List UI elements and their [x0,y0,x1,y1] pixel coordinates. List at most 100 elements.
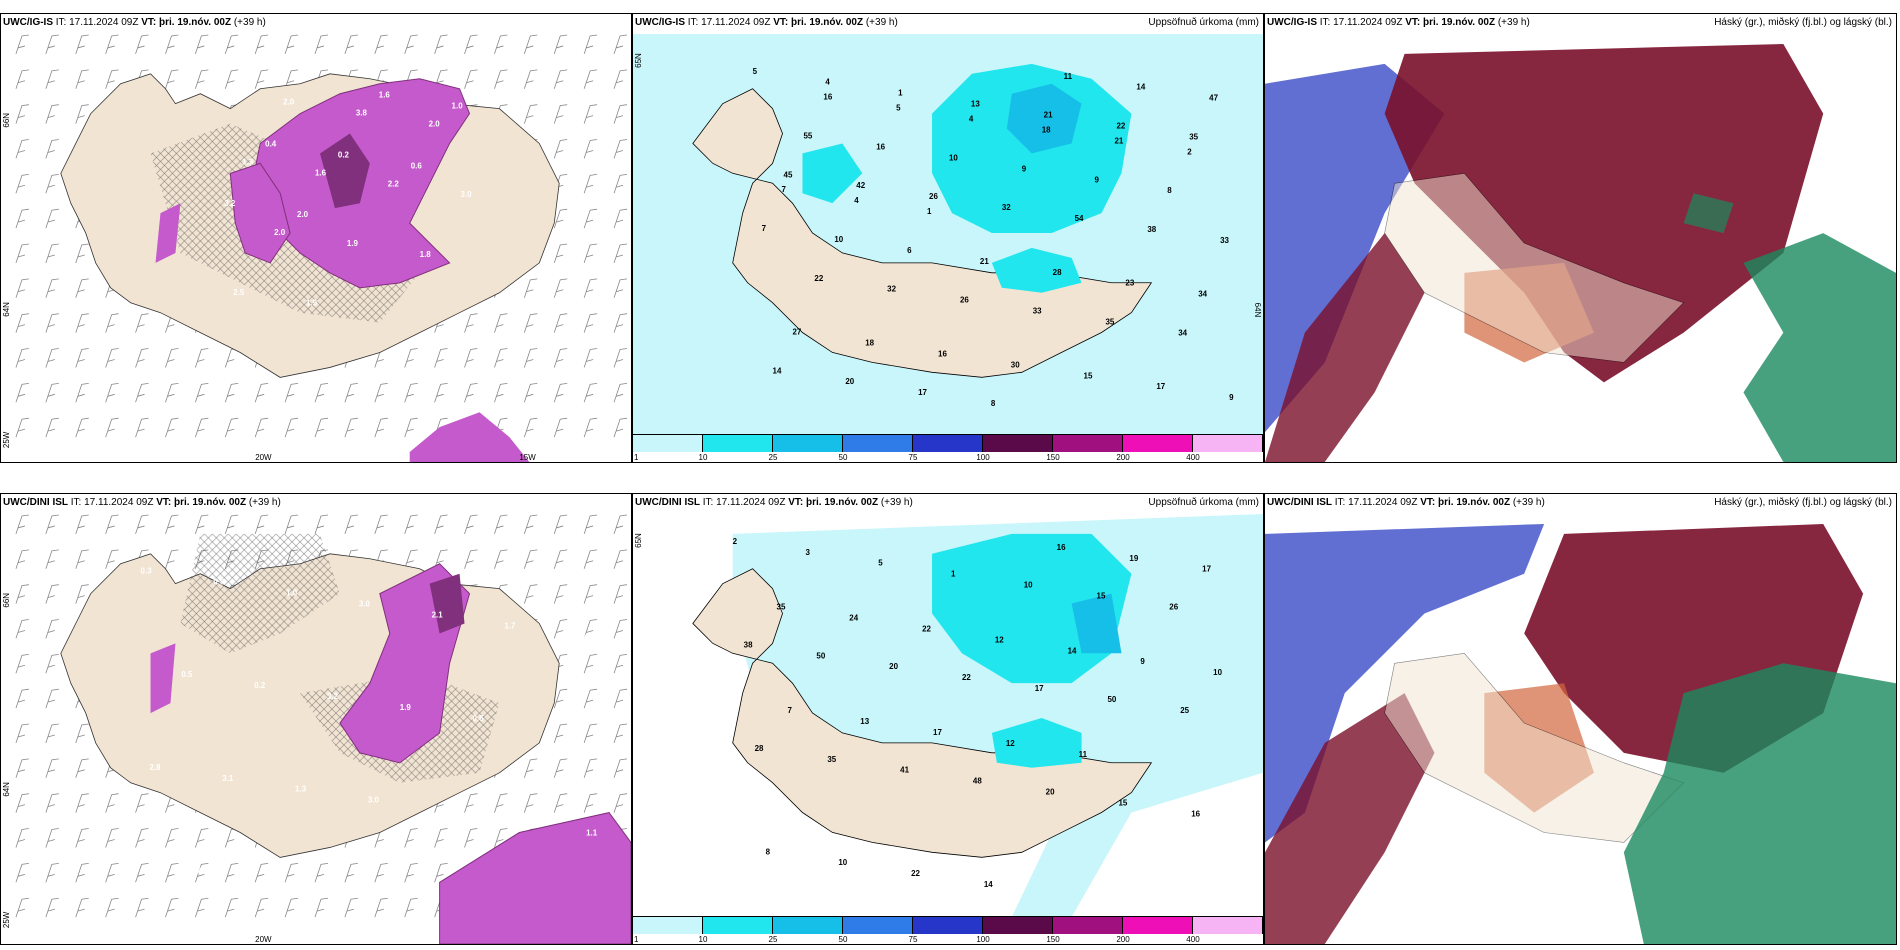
wind-barb [613,758,628,778]
precip-field [732,514,1263,917]
precip-magenta [150,643,176,714]
wind-barb [464,348,478,368]
precip-value-label: 3.0 [461,190,473,199]
wind-barb [254,862,269,883]
wind-barb [15,382,29,403]
colorbar-tick-label: 75 [908,935,918,944]
precip-value-label: 2 [1187,147,1192,156]
cloud-low [1265,523,1545,843]
wind-barb [434,514,448,535]
wind-barb [613,139,628,159]
lon-label: 20W [255,935,272,944]
precip-value-label: 9 [1095,175,1100,184]
panel-title: UWC/DINI ISL IT: 17.11.2024 09Z VT: þri.… [635,497,913,508]
precip-values: 0.9 2.0 3.8 2.0 1.3 1.6 2.2 3.0 2.0 1.9 1.8 2.5 1.9 1… [210,87,472,308]
wind-barb [583,514,598,535]
colorbar-swatch [703,917,773,934]
precip-value-label: 5 [753,67,758,76]
wind-barb [314,862,329,883]
colorbar-tick-label: 25 [768,453,778,462]
precip-magenta [409,412,530,462]
wind-barb [523,34,538,55]
colorbar-tick-label: 150 [1046,935,1060,944]
wind-barb [613,173,628,194]
wind-barb [553,34,568,55]
precip-value-label: 0.3 [141,567,153,576]
wind-barb [523,549,538,569]
wind-barb [195,514,209,535]
wind-barb [434,382,448,403]
precip-value-label: 34 [1198,290,1207,299]
wind-barb [15,862,29,883]
wind-barb [583,417,598,438]
precip-patch [991,247,1082,293]
wind-barb [583,278,598,298]
lat-label: 64N [1253,303,1262,318]
wind-barb [553,313,568,333]
precip-value-label: 22 [814,274,823,283]
precip-value-label: 4 [854,196,859,205]
wind-barb [583,653,598,674]
precip-value-label: 35 [777,603,786,612]
precip-field [633,34,1263,435]
precip-value-label: 16 [823,93,832,102]
precip-value-label: 1 [927,207,932,216]
colorbar-tick-label: 10 [698,935,708,944]
colorbar-swatch [773,917,843,934]
precip-value-label: 22 [1116,122,1125,131]
precip-value-label: 2.2 [388,179,400,188]
panel-dini-accum-precip: UWC/DINI ISL IT: 17.11.2024 09Z VT: þri.… [632,493,1264,945]
wind-barb [344,897,358,918]
wind-barb [613,69,628,89]
wind-barb [553,69,568,89]
wind-barb [284,69,299,89]
colorbar-swatch [843,435,913,452]
precip-value-label: 0.2 [254,681,266,690]
panel-subtitle: Uppsöfnuð úrkoma (mm) [1148,497,1259,508]
precip-value-label: 11 [1079,750,1088,759]
wind-barb [254,417,269,438]
precip-value-label: 8 [991,399,996,408]
wind-barb [404,417,418,438]
precip-value-label: 20 [1046,788,1055,797]
precip-value-label: 3.8 [356,109,368,118]
wind-barb [135,34,149,55]
wind-barb [195,862,209,883]
precip-value-label: 0.8 [213,578,225,587]
precip-value-label: 2.6 [513,818,525,827]
precip-value-label: 50 [1107,695,1116,704]
wind-barb [45,417,59,438]
wind-barb [583,348,598,368]
wind-barb [165,549,179,569]
precip-value-label: 45 [784,170,793,179]
precip-magenta [439,812,631,944]
precip-value-label: 1.0 [286,589,298,598]
wind-barb [344,34,358,55]
wind-barb [523,758,538,778]
wind-barb [15,243,29,264]
wind-barb [494,69,508,89]
wind-barb [494,514,508,535]
wind-barb [195,417,209,438]
precip-value-label: 2.0 [297,210,309,219]
precip-value-label: 17 [933,728,942,737]
precip-value-label: 20 [845,377,854,386]
panel-title: UWC/DINI ISL IT: 17.11.2024 09Z VT: þri.… [3,497,281,508]
precip-value-label: 28 [1053,268,1062,277]
wind-barb [523,793,538,813]
wind-barb [583,584,598,604]
precip-value-label: 20 [889,662,898,671]
wind-barb [523,382,538,403]
precip-value-label: 33 [1033,307,1042,316]
wind-barb [15,208,29,229]
wind-barb [15,173,29,194]
wind-barb [105,514,119,535]
precip-value-label: 0.4 [265,139,277,148]
wind-barb [45,313,59,333]
colorbar-swatch [1193,435,1263,452]
wind-barb [195,69,209,89]
colorbar-tick-label: 25 [768,935,778,944]
wind-barb [284,417,299,438]
precip-value-label: 8 [1167,186,1172,195]
wind-barb [75,758,89,778]
